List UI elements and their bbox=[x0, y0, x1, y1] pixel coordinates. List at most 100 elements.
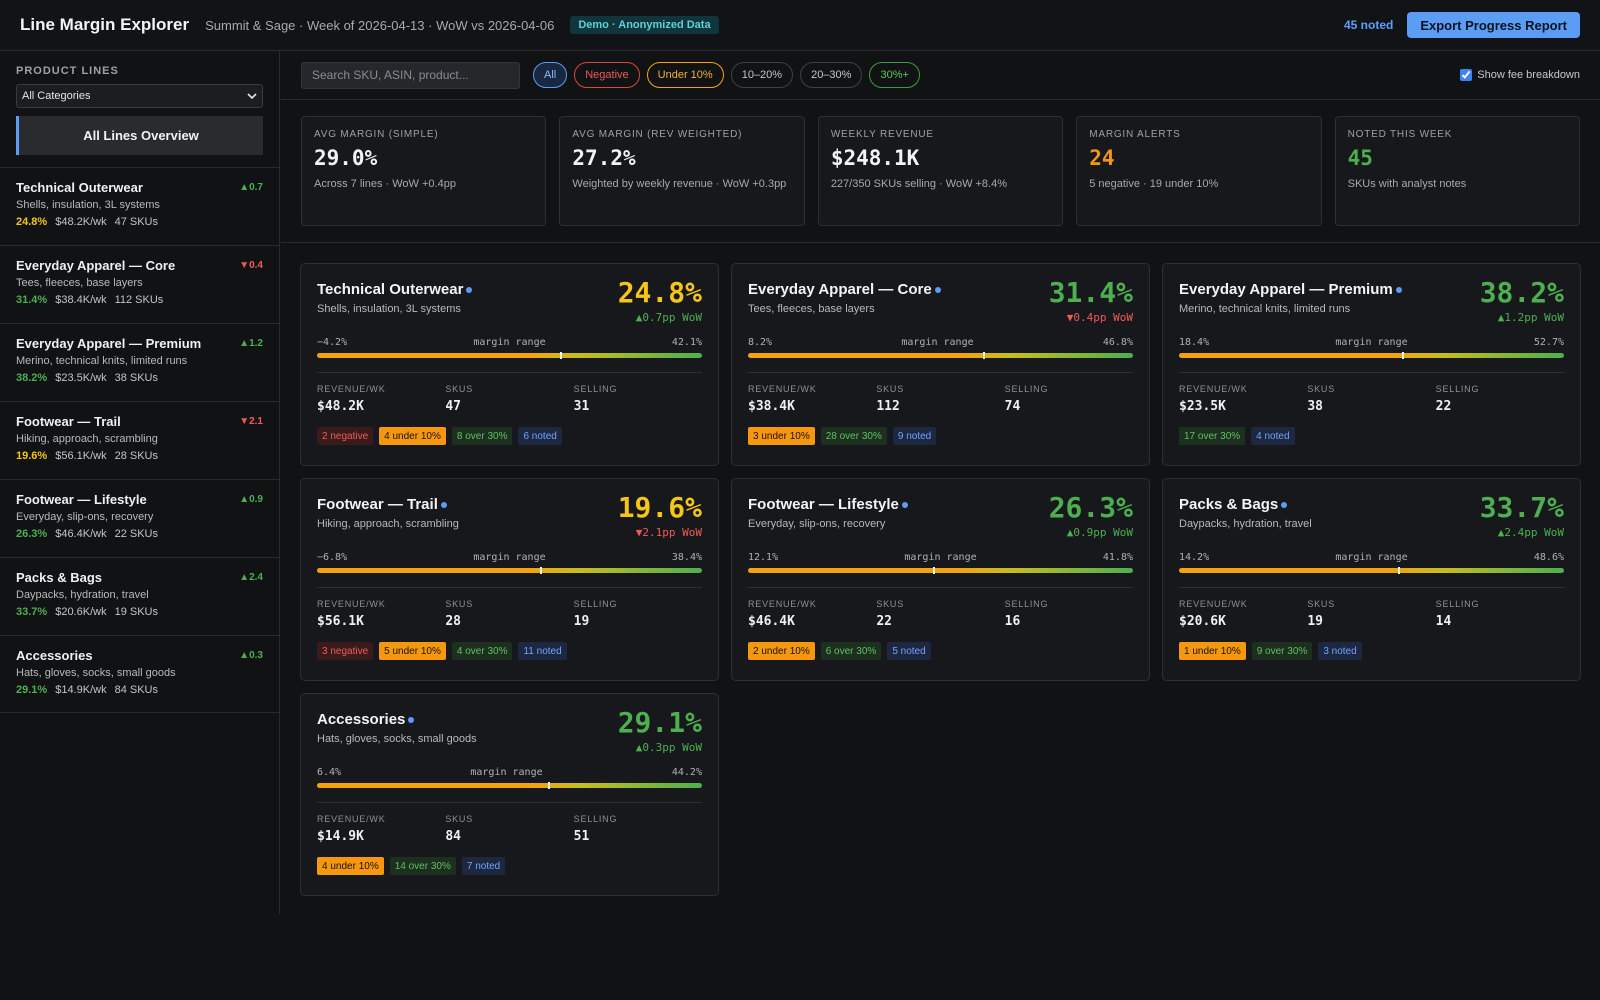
tag-noted[interactable]: 5 noted bbox=[887, 642, 931, 660]
sidebar-item-product-line[interactable]: Everyday Apparel — Core ▼0.4 Tees, fleeces… bbox=[0, 245, 279, 323]
tag-under[interactable]: 5 under 10% bbox=[379, 642, 446, 660]
all-lines-overview-button[interactable]: All Lines Overview bbox=[16, 116, 263, 155]
filter-chip[interactable]: All bbox=[533, 62, 568, 88]
kpi-card: NOTED THIS WEEK 45 SKUs with analyst notes bbox=[1334, 116, 1581, 226]
range-max: 44.2% bbox=[671, 767, 702, 778]
stat-value: 51 bbox=[573, 829, 590, 844]
tag-noted[interactable]: 4 noted bbox=[1251, 427, 1295, 445]
card-wow-delta: ▲2.4pp WoW bbox=[1497, 526, 1564, 539]
filter-chip[interactable]: 10–20% bbox=[730, 62, 794, 88]
filter-chip[interactable]: 20–30% bbox=[800, 62, 863, 88]
demo-badge: Demo · Anonymized Data bbox=[570, 16, 719, 34]
card-stats: REVENUE/WK $14.9K SKUS 84 SELLING 51 bbox=[317, 814, 702, 844]
stat-revenue: REVENUE/WK $20.6K bbox=[1179, 599, 1307, 629]
stat-label: SELLING bbox=[1435, 384, 1480, 394]
sidebar-item-product-line[interactable]: Accessories ▲0.3 Hats, gloves, socks, smal… bbox=[0, 635, 279, 713]
product-line-card[interactable]: Packs & Bags Daypacks, hydration, travel 3… bbox=[1162, 478, 1581, 681]
card-description: Merino, technical knits, limited runs bbox=[1179, 303, 1351, 315]
margin-range-bar bbox=[317, 567, 702, 574]
stat-label: SKUS bbox=[876, 384, 905, 394]
product-line-card[interactable]: Footwear — Lifestyle Everyday, slip-ons, … bbox=[731, 478, 1150, 681]
filter-chip[interactable]: Under 10% bbox=[646, 62, 724, 88]
filter-chip[interactable]: Negative bbox=[574, 62, 640, 88]
tag-negative[interactable]: 3 negative bbox=[317, 642, 374, 660]
fee-breakdown-toggle[interactable]: Show fee breakdown bbox=[1460, 69, 1580, 81]
sidebar-heading: PRODUCT LINES bbox=[16, 65, 119, 77]
card-title: Technical Outerwear bbox=[317, 281, 702, 298]
tag-noted[interactable]: 3 noted bbox=[1318, 642, 1362, 660]
card-tags: 17 over 30% 4 noted bbox=[1179, 427, 1564, 445]
tag-under[interactable]: 3 under 10% bbox=[748, 427, 815, 445]
tag-negative[interactable]: 2 negative bbox=[317, 427, 374, 445]
tag-over[interactable]: 14 over 30% bbox=[389, 857, 456, 875]
tag-over[interactable]: 8 over 30% bbox=[451, 427, 513, 445]
tag-over[interactable]: 6 over 30% bbox=[820, 642, 882, 660]
tag-noted[interactable]: 9 noted bbox=[892, 427, 937, 445]
fee-breakdown-checkbox[interactable] bbox=[1460, 69, 1473, 81]
kpi-card: AVG MARGIN (REV WEIGHTED) 27.2% Weighted b… bbox=[559, 116, 805, 226]
card-title: Everyday Apparel — Core bbox=[748, 281, 1133, 298]
product-line-card[interactable]: Accessories Hats, gloves, socks, small go… bbox=[300, 693, 719, 896]
tag-over[interactable]: 4 over 30% bbox=[451, 642, 513, 660]
range-max: 48.6% bbox=[1533, 552, 1564, 563]
noted-count-link[interactable]: 45 noted bbox=[1344, 18, 1394, 32]
filter-chip[interactable]: 30%+ bbox=[869, 62, 920, 88]
search-input[interactable] bbox=[301, 61, 520, 89]
stat-skus: SKUS 28 bbox=[445, 599, 573, 629]
stat-label: REVENUE/WK bbox=[1179, 384, 1248, 394]
card-wow-delta: ▲0.7pp WoW bbox=[635, 311, 702, 324]
tag-over[interactable]: 28 over 30% bbox=[820, 427, 887, 445]
tag-over[interactable]: 9 over 30% bbox=[1251, 642, 1313, 660]
range-min: 8.2% bbox=[748, 337, 773, 348]
product-line-card[interactable]: Footwear — Trail Hiking, approach, scramb… bbox=[300, 478, 719, 681]
tag-under[interactable]: 4 under 10% bbox=[379, 427, 446, 445]
range-min: 12.1% bbox=[748, 552, 779, 563]
sidebar-item-revenue: $46.4K/wk bbox=[55, 528, 107, 540]
tag-noted[interactable]: 6 noted bbox=[518, 427, 562, 445]
sidebar-item-delta: ▲0.9 bbox=[239, 494, 263, 505]
kpi-subtext: 227/350 SKUs selling · WoW +8.4% bbox=[830, 178, 1008, 190]
sidebar-item-description: Everyday, slip-ons, recovery bbox=[16, 511, 154, 523]
card-margin: 26.3% bbox=[1048, 491, 1133, 524]
range-label: margin range bbox=[1335, 552, 1408, 563]
export-report-button[interactable]: Export Progress Report bbox=[1407, 12, 1580, 38]
sidebar-item-revenue: $38.4K/wk bbox=[55, 294, 107, 306]
sidebar: PRODUCT LINES All Categories All Lines O… bbox=[0, 51, 280, 914]
kpi-value: 29.0% bbox=[314, 146, 378, 170]
sidebar-item-product-line[interactable]: Everyday Apparel — Premium ▲1.2 Merino, te… bbox=[0, 323, 279, 401]
product-line-card[interactable]: Everyday Apparel — Premium Merino, techni… bbox=[1162, 263, 1581, 466]
sidebar-item-product-line[interactable]: Technical Outerwear ▲0.7 Shells, insulatio… bbox=[0, 167, 279, 245]
card-divider bbox=[748, 372, 1133, 373]
sidebar-item-stats: 33.7% $20.6K/wk 19 SKUs bbox=[16, 606, 263, 618]
tag-over[interactable]: 17 over 30% bbox=[1179, 427, 1246, 445]
sidebar-item-product-line[interactable]: Footwear — Lifestyle ▲0.9 Everyday, slip-o… bbox=[0, 479, 279, 557]
stat-skus: SKUS 47 bbox=[445, 384, 573, 414]
stat-label: SKUS bbox=[1307, 384, 1336, 394]
sidebar-item-product-line[interactable]: Packs & Bags ▲2.4 Daypacks, hydration, tra… bbox=[0, 557, 279, 635]
range-min: −4.2% bbox=[317, 337, 348, 348]
margin-range-labels: 18.4% margin range 52.7% bbox=[1179, 337, 1564, 348]
sidebar-item-stats: 19.6% $56.1K/wk 28 SKUs bbox=[16, 450, 263, 462]
sidebar-item-product-line[interactable]: Footwear — Trail ▼2.1 Hiking, approach, sc… bbox=[0, 401, 279, 479]
tag-under[interactable]: 1 under 10% bbox=[1179, 642, 1246, 660]
tag-noted[interactable]: 7 noted bbox=[461, 857, 506, 875]
stat-label: SKUS bbox=[445, 384, 474, 394]
status-dot-icon bbox=[466, 287, 473, 294]
stat-selling: SELLING 31 bbox=[574, 384, 702, 414]
product-line-card[interactable]: Everyday Apparel — Core Tees, fleeces, ba… bbox=[731, 263, 1150, 466]
margin-range-labels: −6.8% margin range 38.4% bbox=[317, 552, 702, 563]
tag-under[interactable]: 2 under 10% bbox=[748, 642, 815, 660]
sidebar-item-revenue: $14.9K/wk bbox=[55, 684, 107, 696]
tag-under[interactable]: 4 under 10% bbox=[317, 857, 384, 875]
range-max: 41.8% bbox=[1102, 552, 1133, 563]
margin-range-bar bbox=[748, 352, 1133, 359]
card-margin: 29.1% bbox=[617, 706, 702, 739]
sidebar-item-margin: 19.6% bbox=[16, 450, 48, 462]
card-divider bbox=[1179, 587, 1564, 588]
card-stats: REVENUE/WK $56.1K SKUS 28 SELLING 19 bbox=[317, 599, 702, 629]
product-line-card[interactable]: Technical Outerwear Shells, insulation, 3… bbox=[300, 263, 719, 466]
card-title: Footwear — Trail bbox=[317, 496, 702, 513]
kpi-label: AVG MARGIN (SIMPLE) bbox=[314, 129, 439, 140]
category-select[interactable]: All Categories bbox=[16, 84, 263, 108]
tag-noted[interactable]: 11 noted bbox=[518, 642, 567, 660]
